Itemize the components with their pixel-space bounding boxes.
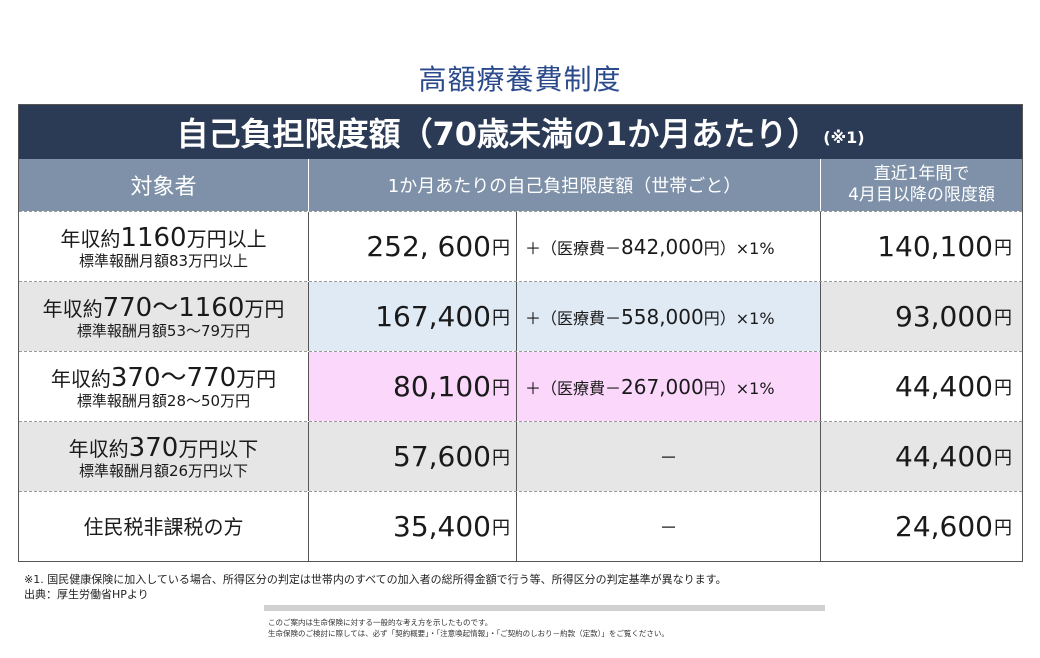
disclaimer: このご案内は生命保険に対する一般的な考え方を示したものです。 生命保険のご検討に… [268, 617, 669, 639]
income-range: 年収約370万円以下 [68, 432, 259, 463]
income-cell: 年収約370～770万円 標準報酬月額28～50万円 [19, 352, 308, 421]
header-later: 直近1年間で 4月目以降の限度額 [820, 159, 1022, 211]
footnote-note: ※1. 国民健康保険に加入している場合、所得区分の判定は世帯内のすべての加入者の… [24, 573, 727, 586]
later-limit-cell: 44,400 円 [820, 352, 1022, 421]
income-range: 年収約370～770万円 [50, 362, 277, 393]
formula-cell: － [516, 422, 820, 491]
amount-cell: 57,600 円 [308, 422, 516, 491]
header-later-line2: 4月目以降の限度額 [848, 185, 995, 205]
income-cell: 年収約370万円以下 標準報酬月額26万円以下 [19, 422, 308, 491]
standard-remuneration: 標準報酬月額26万円以下 [78, 461, 249, 480]
disclaimer-line2: 生命保険のご検討に際しては、必ず「契約概要」・「注意喚起情報」・「ご契約のしおり… [268, 629, 669, 638]
later-limit-cell: 44,400 円 [820, 422, 1022, 491]
income-cell: 住民税非課税の方 [19, 492, 308, 561]
amount-cell: 167,400 円 [308, 282, 516, 351]
amount-cell: 80,100 円 [308, 352, 516, 421]
income-cell: 年収約1160万円以上 標準報酬月額83万円以上 [19, 212, 308, 281]
income-range: 住民税非課税の方 [83, 514, 244, 539]
header-target: 対象者 [130, 175, 197, 200]
income-range: 年収約770～1160万円 [42, 292, 285, 323]
disclaimer-line1: このご案内は生命保険に対する一般的な考え方を示したものです。 [268, 618, 493, 627]
divider-bar [264, 605, 825, 611]
footnote-source: 出典：厚生労働省HPより [24, 588, 149, 601]
standard-remuneration: 標準報酬月額53～79万円 [76, 321, 251, 340]
later-limit-cell: 93,000 円 [820, 282, 1022, 351]
header-limit: 1か月あたりの自己負担限度額（世帯ごと） [308, 159, 820, 211]
table-header: 対象者 1か月あたりの自己負担限度額（世帯ごと） 直近1年間で 4月目以降の限度… [19, 159, 1022, 211]
amount-cell: 35,400 円 [308, 492, 516, 561]
formula-cell: － [516, 492, 820, 561]
banner-title: 自己負担限度額（70歳未満の1か月あたり） [176, 115, 820, 153]
formula-cell: ＋（医療費－ 267,000 円）×1% [516, 352, 820, 421]
page-title: 高額療養費制度 [418, 63, 622, 96]
table-row: 年収約770～1160万円 標準報酬月額53～79万円 167,400 円 ＋（医… [19, 281, 1022, 351]
later-limit-cell: 24,600 円 [820, 492, 1022, 561]
standard-remuneration: 標準報酬月額28～50万円 [76, 391, 251, 410]
limit-table: 自己負担限度額（70歳未満の1か月あたり） (※1) 対象者 1か月あたりの自己… [18, 104, 1023, 562]
amount-cell: 252, 600 円 [308, 212, 516, 281]
income-cell: 年収約770～1160万円 標準報酬月額53～79万円 [19, 282, 308, 351]
table-row: 年収約370～770万円 標準報酬月額28～50万円 80,100 円 ＋（医療費… [19, 351, 1022, 421]
table-row: 住民税非課税の方 35,400 円 － 24,600 円 [19, 491, 1022, 561]
income-range: 年収約1160万円以上 [60, 222, 267, 253]
table-row: 年収約370万円以下 標準報酬月額26万円以下 57,600 円 － 44,400… [19, 421, 1022, 491]
table-banner: 自己負担限度額（70歳未満の1か月あたり） (※1) [19, 105, 1022, 159]
footnote: ※1. 国民健康保険に加入している場合、所得区分の判定は世帯内のすべての加入者の… [24, 572, 727, 602]
later-limit-cell: 140,100 円 [820, 212, 1022, 281]
table-row: 年収約1160万円以上 標準報酬月額83万円以上 252, 600 円 ＋（医療費… [19, 211, 1022, 281]
banner-note: (※1) [823, 127, 865, 147]
formula-cell: ＋（医療費－ 842,000 円）×1% [516, 212, 820, 281]
standard-remuneration: 標準報酬月額83万円以上 [78, 251, 249, 270]
formula-cell: ＋（医療費－ 558,000 円）×1% [516, 282, 820, 351]
header-later-line1: 直近1年間で [873, 164, 970, 184]
